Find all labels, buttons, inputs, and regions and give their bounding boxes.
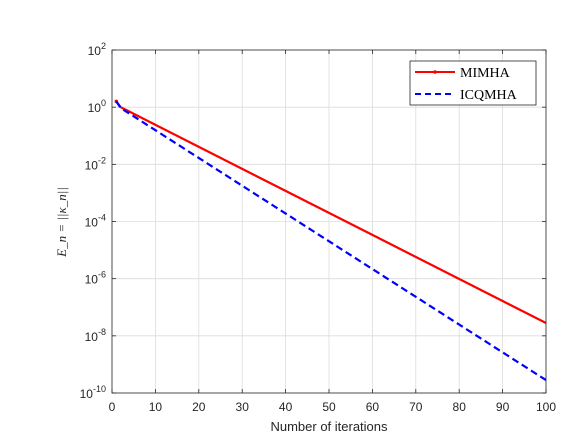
x-axis-title: Number of iterations	[270, 419, 388, 434]
y-tick-label: 10-8	[85, 327, 106, 344]
x-tick-label: 0	[109, 400, 116, 414]
y-tick-label: 10-4	[85, 213, 106, 230]
x-tick-label: 100	[536, 400, 556, 414]
legend: MIMHA ICQMHA	[409, 60, 537, 106]
y-tick-label: 102	[88, 41, 106, 58]
x-tick-label: 10	[149, 400, 163, 414]
series-line-icqmha	[115, 100, 547, 382]
legend-label-icqmha: ICQMHA	[460, 88, 518, 103]
x-tick-label: 60	[366, 400, 380, 414]
series-layer	[114, 99, 547, 382]
y-tick-label: 10-10	[80, 384, 106, 401]
legend-box	[409, 60, 537, 106]
y-axis-ticks: 10-10 10-8 10-6 10-4 10-2 100 102	[80, 41, 546, 401]
x-tick-label: 30	[236, 400, 250, 414]
x-tick-label: 50	[322, 400, 336, 414]
x-tick-label: 70	[409, 400, 423, 414]
x-axis-ticks: 0 10 20 30 40 50 60 70 80 90 100	[109, 50, 556, 414]
legend-marker-mimha	[433, 70, 437, 74]
x-tick-label: 20	[192, 400, 206, 414]
x-tick-label: 90	[496, 400, 510, 414]
y-tick-label: 10-2	[85, 155, 106, 172]
y-tick-label: 100	[88, 98, 106, 115]
y-axis-title: E_n = ||κ_n||	[54, 187, 69, 258]
x-tick-label: 40	[279, 400, 293, 414]
y-axis-title-text: E_n = ||κ_n||	[54, 187, 69, 258]
x-tick-label: 80	[453, 400, 467, 414]
legend-label-mimha: MIMHA	[460, 66, 511, 81]
y-tick-label: 10-6	[85, 270, 106, 287]
